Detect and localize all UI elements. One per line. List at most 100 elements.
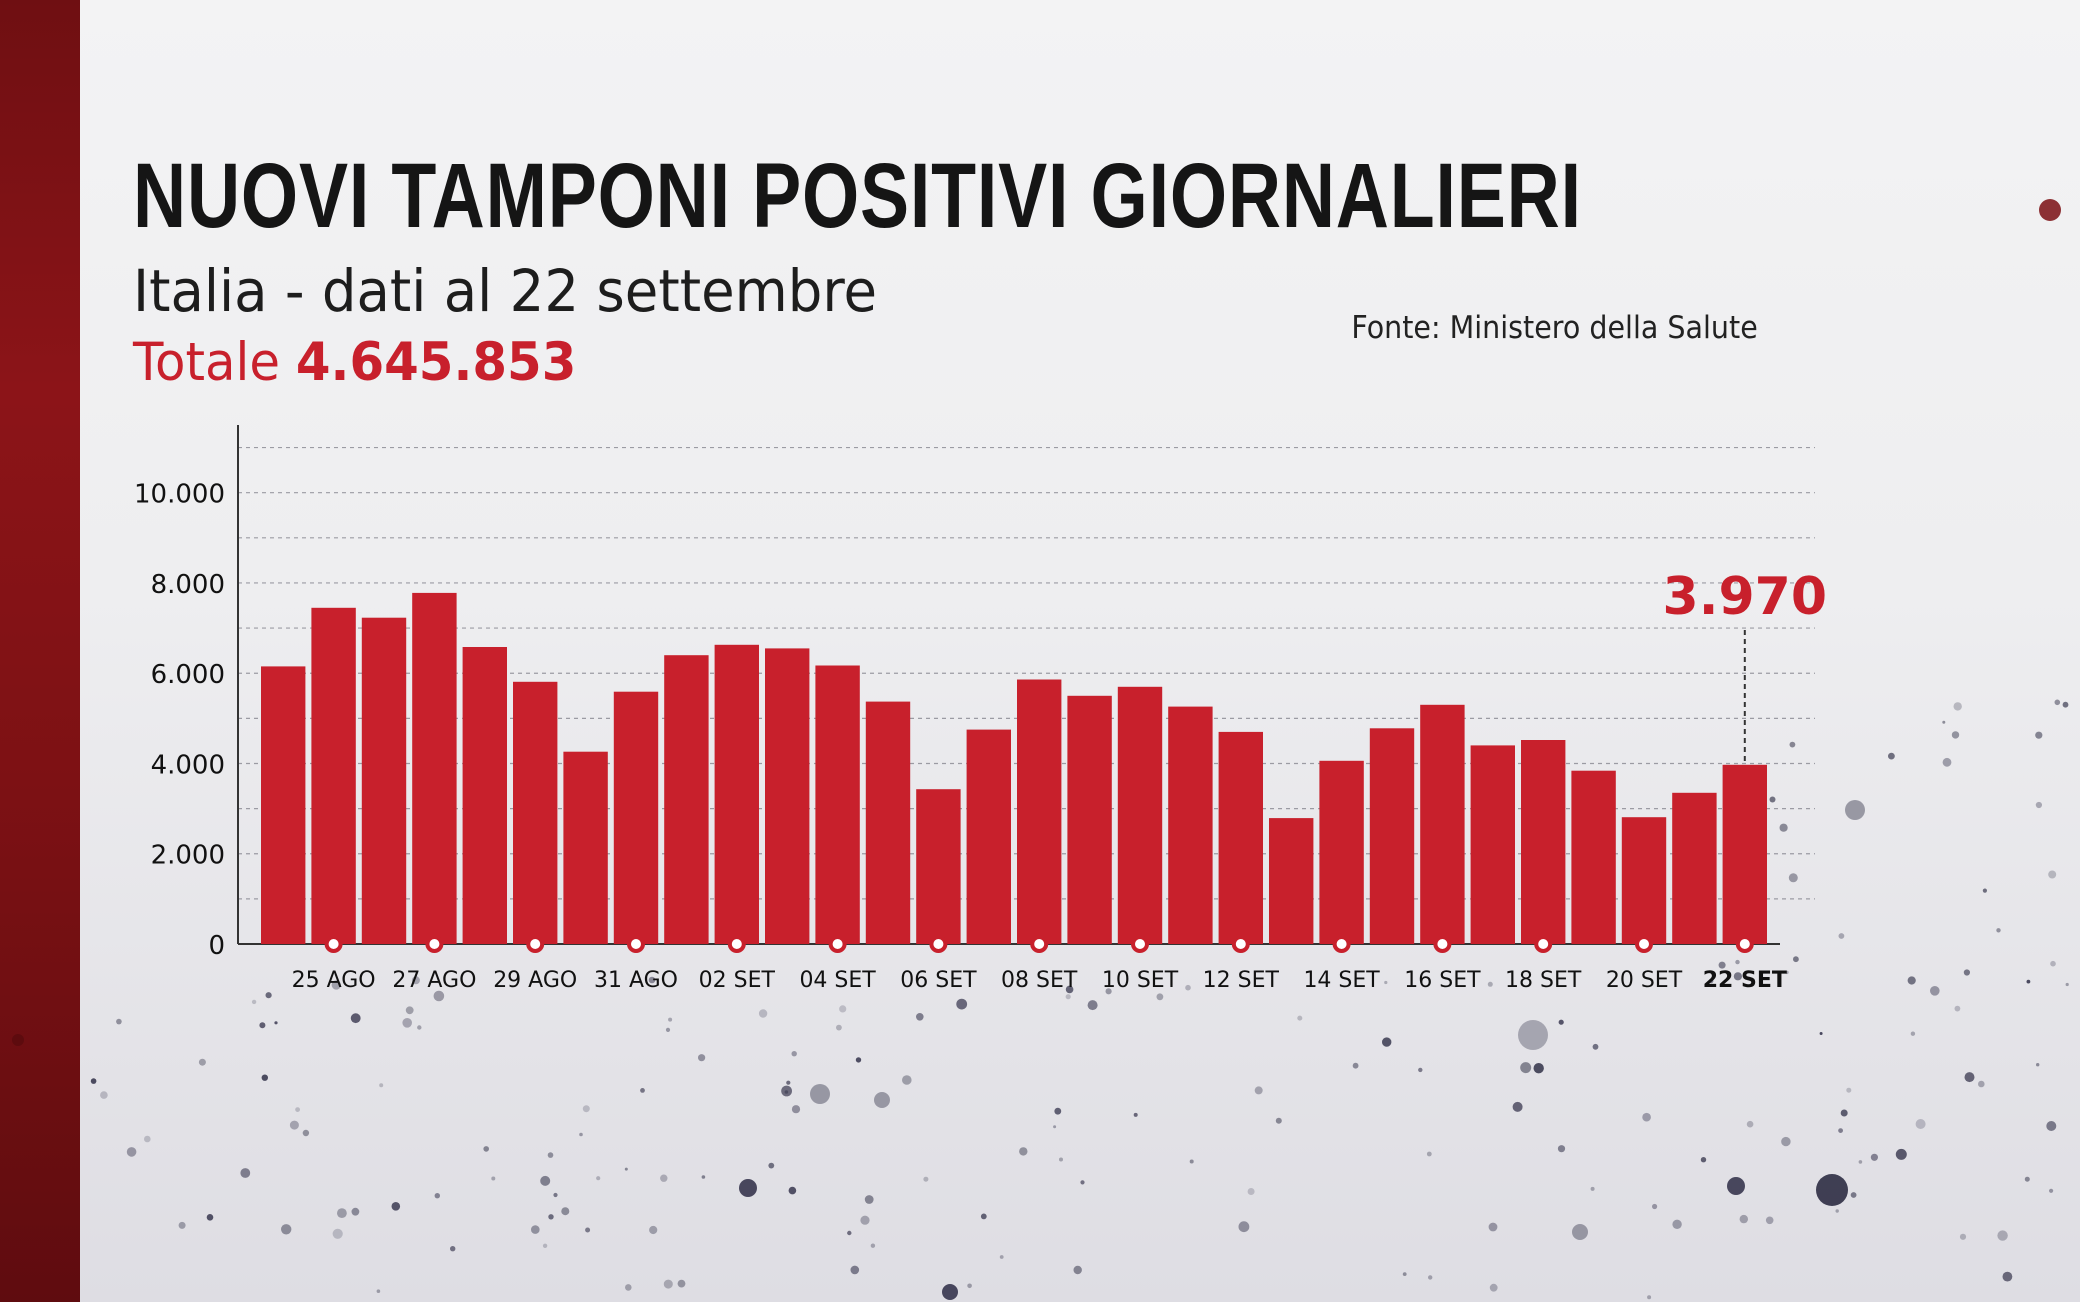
speckle-dot xyxy=(1779,823,1788,832)
x-tick-marker xyxy=(324,935,343,953)
bar xyxy=(865,701,911,944)
speckle-dot xyxy=(1019,1147,1028,1156)
speckle-dot xyxy=(274,1021,278,1025)
speckle-dot xyxy=(1746,1120,1754,1128)
x-tick-marker xyxy=(1332,935,1351,953)
speckle-dot xyxy=(1297,1015,1303,1021)
speckle-dot xyxy=(259,1022,266,1029)
x-tick-label: 10 SET xyxy=(1102,968,1179,993)
speckle-dot xyxy=(1846,1087,1852,1093)
speckle-dot xyxy=(788,1186,797,1195)
speckle-dot xyxy=(2062,701,2069,708)
bar xyxy=(1420,704,1465,944)
speckle-dot xyxy=(90,1078,97,1084)
speckle-dot xyxy=(1133,1112,1138,1117)
x-tick-marker xyxy=(1231,935,1250,953)
speckle-dot xyxy=(561,1207,570,1216)
speckle-dot xyxy=(1785,970,1789,975)
speckle-dot xyxy=(701,1175,706,1179)
speckle-dot xyxy=(1769,796,1776,803)
speckle-dot xyxy=(295,1107,300,1112)
speckle-dot xyxy=(1959,1233,1967,1240)
speckle-dot xyxy=(855,1057,862,1063)
speckle-dot xyxy=(265,992,272,999)
speckle-dot xyxy=(596,1176,601,1181)
speckle-dot xyxy=(433,990,445,1002)
speckle-dot xyxy=(1418,1067,1423,1073)
speckle-dot xyxy=(1733,972,1742,981)
speckle-dot xyxy=(1910,1031,1916,1036)
speckle-dot xyxy=(999,1255,1004,1259)
speckle-dot xyxy=(1156,993,1164,1001)
speckle-dot xyxy=(980,1213,987,1220)
x-tick-label: 20 SET xyxy=(1606,968,1683,993)
speckle-dot xyxy=(942,1284,958,1300)
speckle-dot xyxy=(967,1283,972,1289)
speckle-dot xyxy=(1964,1072,1975,1083)
speckle-dot xyxy=(1557,1145,1566,1153)
speckle-dot xyxy=(350,1013,361,1024)
speckle-dot xyxy=(198,1058,206,1066)
speckle-dot xyxy=(1793,956,1799,963)
bar xyxy=(462,647,507,944)
x-tick-label: 16 SET xyxy=(1404,968,1481,993)
bar xyxy=(1521,740,1566,944)
speckle-dot xyxy=(1073,1265,1082,1275)
speckle-dot xyxy=(1402,1272,1407,1276)
speckle-dot xyxy=(1838,1128,1843,1133)
speckle-dot xyxy=(1907,976,1916,985)
speckle-dot xyxy=(1054,1107,1062,1115)
speckle-dot xyxy=(579,1132,583,1137)
speckle-dot xyxy=(1997,1230,2008,1241)
x-tick-label: 08 SET xyxy=(1001,968,1078,993)
bar xyxy=(1369,728,1415,944)
source-note: Fonte: Ministero della Salute xyxy=(1351,310,1758,346)
speckle-dot xyxy=(2039,199,2061,221)
speckle-dot xyxy=(376,1289,381,1293)
speckle-dot xyxy=(2050,960,2056,967)
speckle-dot xyxy=(379,1083,384,1088)
speckle-dot xyxy=(1426,1151,1432,1157)
speckle-dot xyxy=(240,1168,251,1178)
speckle-dot xyxy=(640,1088,645,1093)
speckle-dot xyxy=(434,1193,440,1199)
bar xyxy=(1067,695,1112,944)
speckle-dot xyxy=(1185,984,1191,991)
speckle-dot xyxy=(1489,1283,1498,1292)
bar xyxy=(412,592,457,944)
speckle-dot xyxy=(860,1215,870,1225)
speckle-dot xyxy=(1954,1005,1961,1012)
speckle-dot xyxy=(1533,1063,1544,1074)
y-tick-label: 0 xyxy=(208,931,225,961)
bar xyxy=(1269,818,1314,944)
bar xyxy=(1621,817,1667,944)
speckle-dot xyxy=(768,1162,775,1169)
speckle-dot xyxy=(206,1214,214,1221)
speckle-dot xyxy=(332,1228,343,1239)
speckle-dot xyxy=(649,1225,658,1235)
speckle-dot xyxy=(1788,873,1798,883)
speckle-dot xyxy=(1895,1148,1907,1160)
speckle-dot xyxy=(1942,757,1952,767)
y-tick-label: 6.000 xyxy=(151,660,225,690)
x-tick-marker xyxy=(828,935,847,953)
speckle-dot xyxy=(178,1221,186,1229)
bar xyxy=(361,617,407,944)
speckle-dot xyxy=(2048,870,2057,879)
speckle-dot xyxy=(864,1195,874,1204)
speckle-dot xyxy=(531,1225,540,1234)
x-tick-marker xyxy=(425,935,444,953)
speckle-dot xyxy=(1888,752,1895,760)
speckle-dot xyxy=(1647,1295,1652,1300)
speckle-dot xyxy=(648,976,656,984)
speckle-dot xyxy=(1652,1203,1658,1210)
x-tick-label: 31 AGO xyxy=(594,968,678,993)
speckle-dot xyxy=(1065,985,1074,994)
speckle-dot xyxy=(1487,981,1493,987)
speckle-dot xyxy=(553,1192,558,1198)
left-red-strip xyxy=(0,0,80,1302)
speckle-dot xyxy=(1816,1174,1848,1206)
speckle-dot xyxy=(1942,720,1946,724)
speckle-dot xyxy=(2002,1271,2013,1282)
x-tick-label: 14 SET xyxy=(1303,968,1380,993)
